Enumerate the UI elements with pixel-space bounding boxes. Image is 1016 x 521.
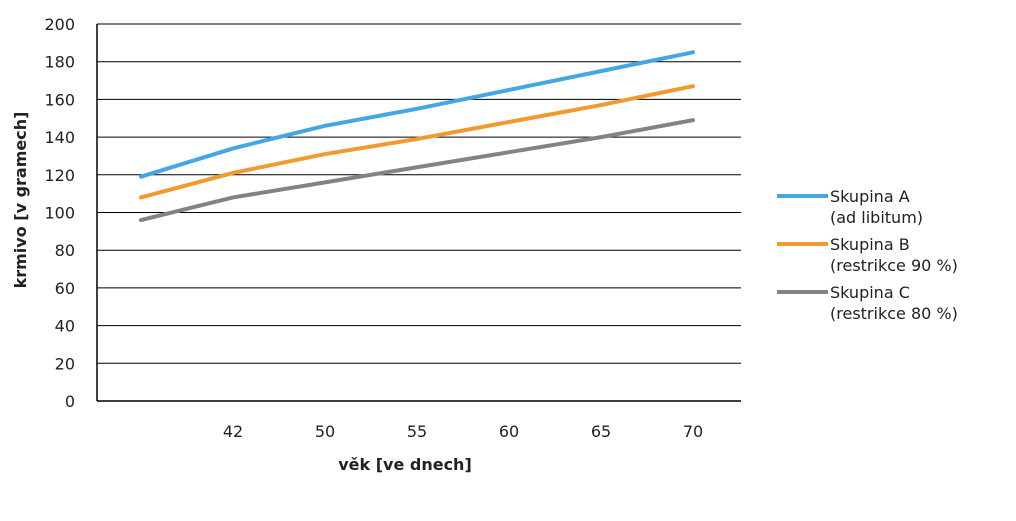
y-tick-label: 80: [55, 241, 75, 260]
x-tick-label: 65: [591, 422, 611, 441]
legend-sublabel: (restrikce 90 %): [830, 256, 958, 275]
x-tick-label: 60: [499, 422, 519, 441]
series-line-1: [139, 50, 695, 179]
y-tick-labels: 0 20 40 60 80 100 120 140 160 180 200: [44, 15, 75, 411]
y-tick-label: 20: [55, 354, 75, 373]
y-tick-label: 40: [55, 317, 75, 336]
y-tick-label: 180: [44, 53, 75, 72]
y-tick-label: 0: [65, 392, 75, 411]
y-tick-label: 120: [44, 166, 75, 185]
y-axis-label: krmivo [v gramech]: [11, 112, 30, 289]
y-tick-label: 200: [44, 15, 75, 34]
x-tick-label: 42: [223, 422, 243, 441]
legend-sublabel: (restrikce 80 %): [830, 304, 958, 323]
y-tick-label: 60: [55, 279, 75, 298]
x-tick-labels: 42 50 55 60 65 70: [223, 422, 703, 441]
legend-label: Skupina B: [830, 235, 910, 254]
legend-label: Skupina C: [830, 283, 910, 302]
x-tick-label: 70: [683, 422, 703, 441]
grid-lines: [97, 23, 741, 364]
x-tick-label: 50: [315, 422, 335, 441]
y-tick-label: 140: [44, 128, 75, 147]
x-axis-label: věk [ve dnech]: [338, 455, 472, 474]
legend: Skupina A (ad libitum) Skupina B (restrikce…: [777, 187, 958, 323]
legend-label: Skupina A: [830, 187, 910, 206]
y-tick-label: 100: [44, 204, 75, 223]
x-tick-label: 55: [407, 422, 427, 441]
series-line-2: [139, 84, 695, 200]
legend-sublabel: (ad libitum): [830, 208, 923, 227]
series-line-3: [139, 118, 695, 223]
y-tick-label: 160: [44, 90, 75, 109]
series-lines: [139, 50, 695, 223]
